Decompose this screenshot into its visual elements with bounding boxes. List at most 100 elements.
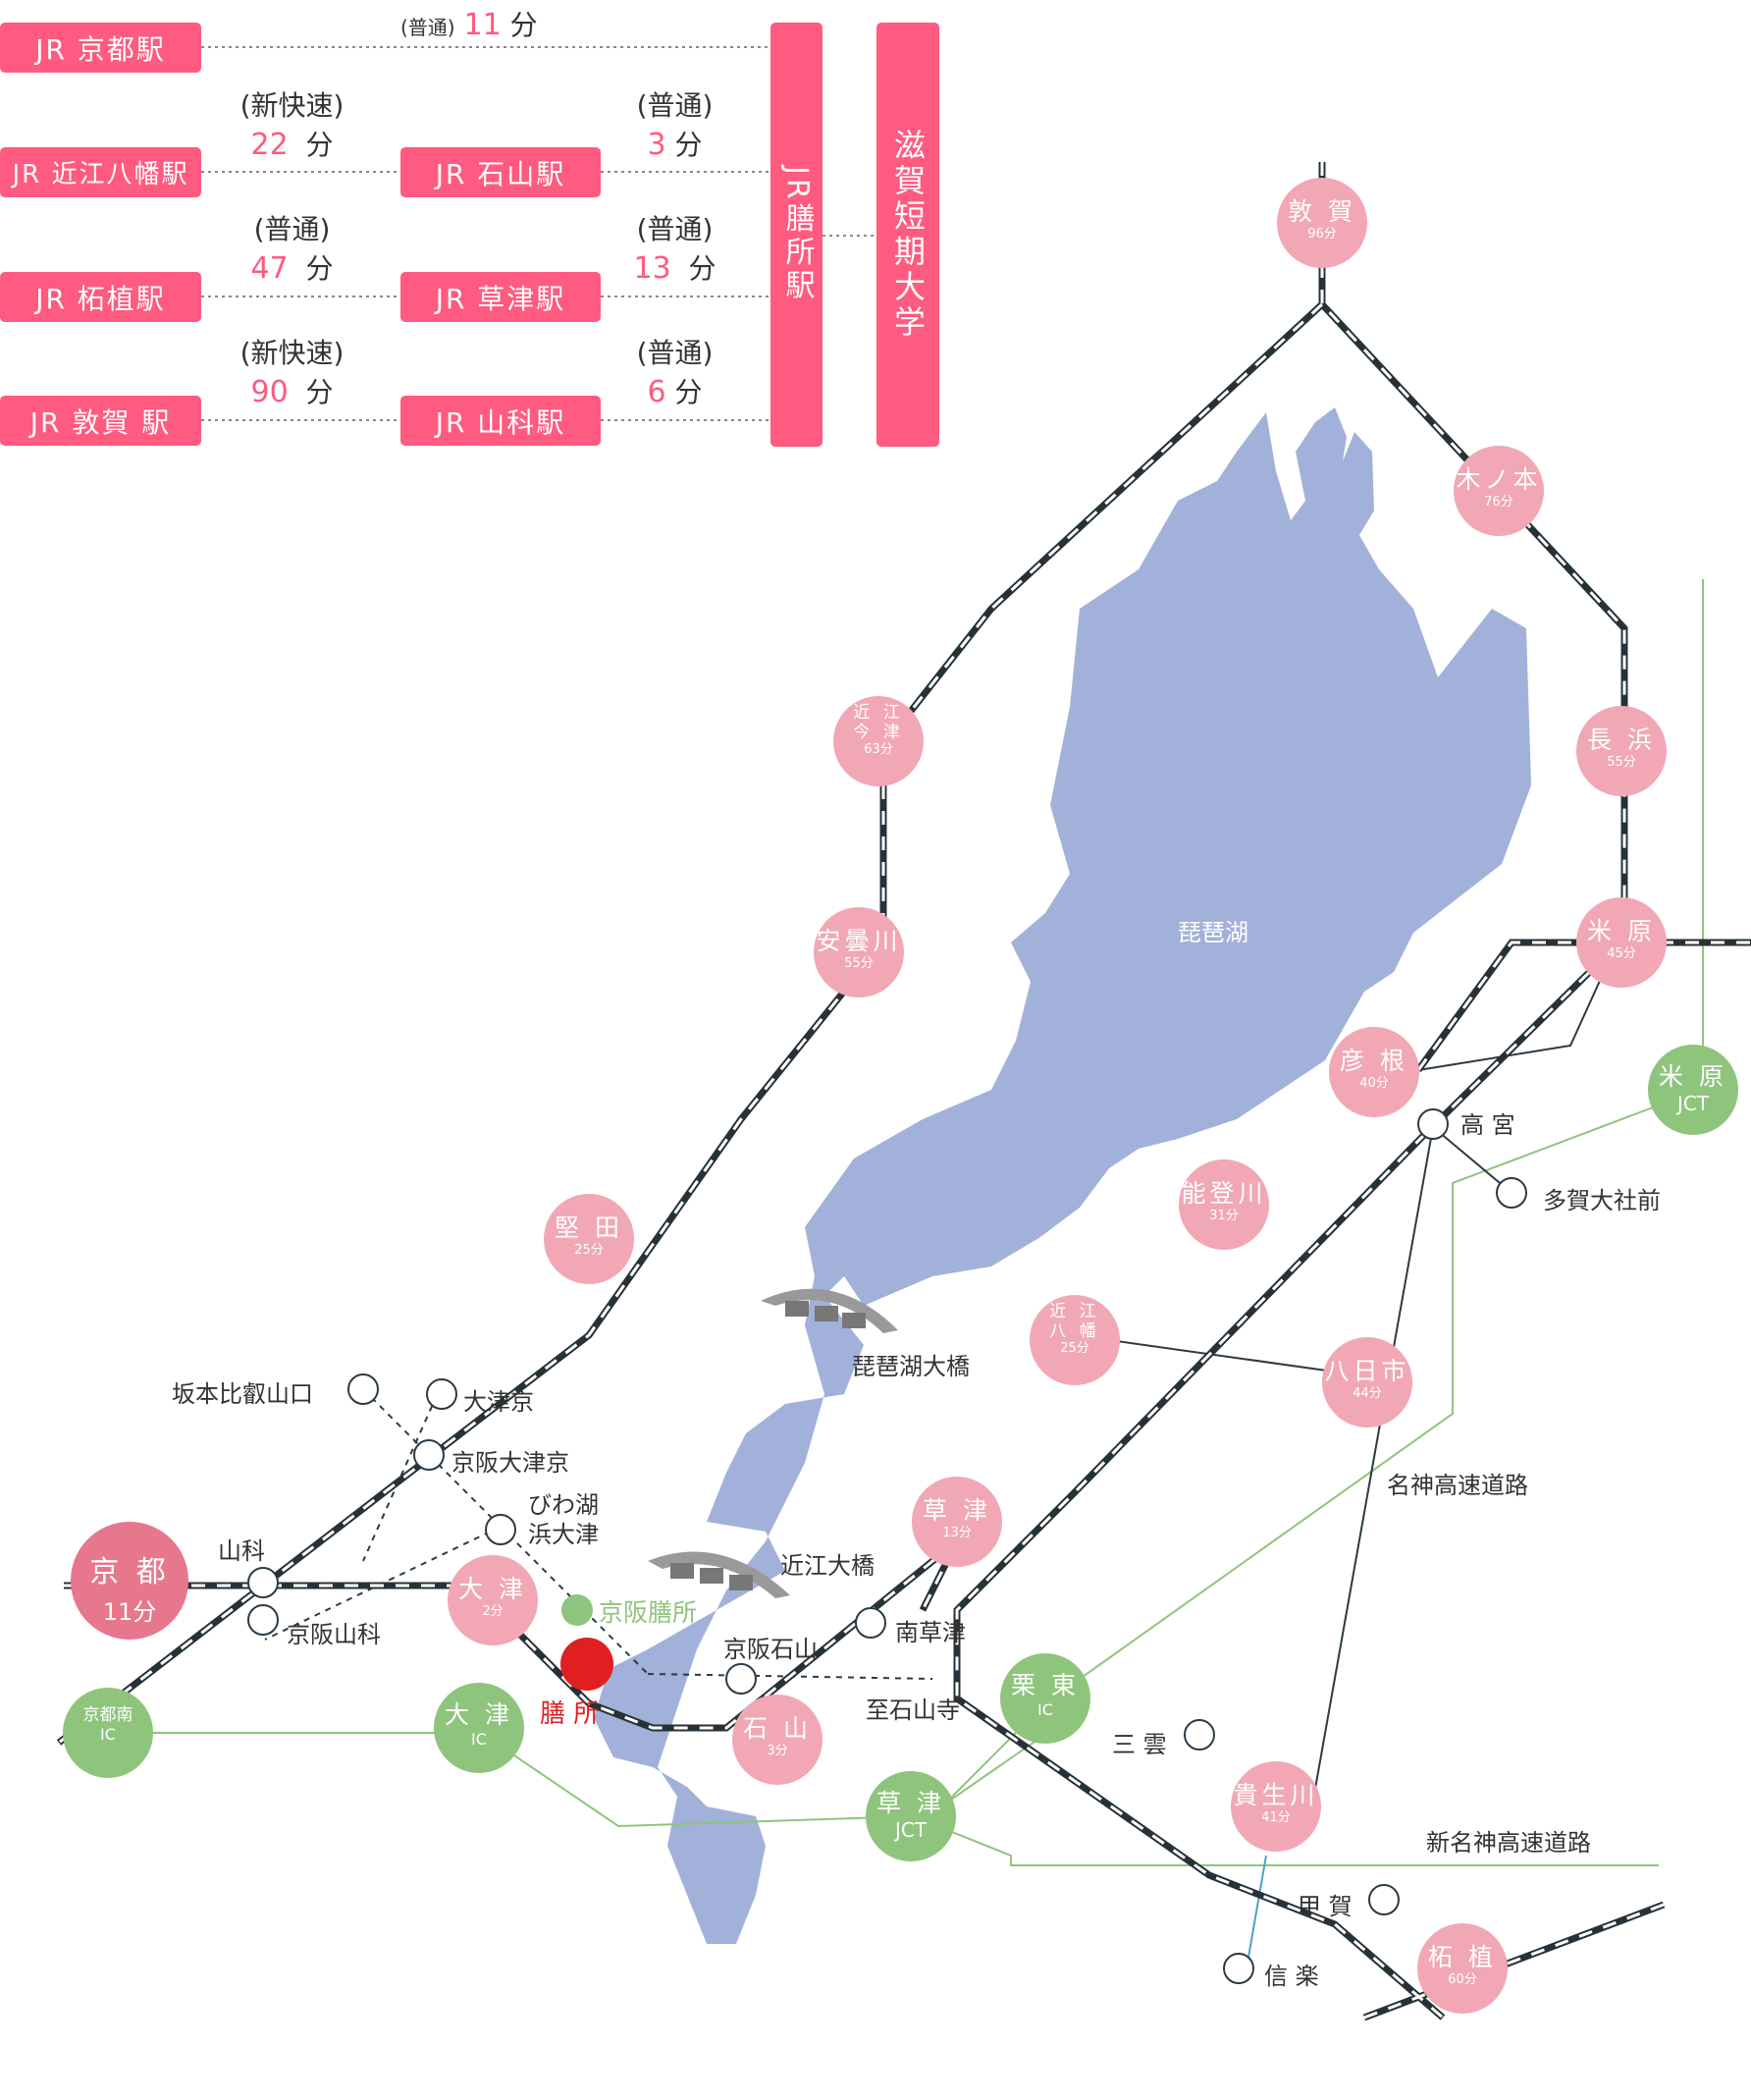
small-station-marker (1184, 1719, 1215, 1750)
small-station-shigaraki: 信 楽 (1264, 1963, 1319, 1990)
station-label-yokaichi: 八日市 44分 (1322, 1357, 1412, 1402)
station-label-hikone: 彦 根 40分 (1329, 1047, 1419, 1092)
time-tsuge: (普通) 47 分 (250, 213, 334, 286)
station-label-kusatsu: 草 津 13分 (912, 1496, 1002, 1541)
small-station-marker (426, 1378, 457, 1410)
highway-node-circle-ritto_ic (1000, 1653, 1090, 1744)
station-minutes: 3分 (767, 1744, 788, 1758)
small-station-marker (855, 1607, 886, 1639)
station-name: 大 津 (458, 1575, 527, 1603)
small-station-tagataisha: 多賀大社前 (1543, 1187, 1661, 1214)
station-minutes: 63分 (864, 742, 893, 758)
origin-omihachiman: JR 近江八幡駅 (0, 147, 201, 197)
station-circle-notogawa (1179, 1159, 1269, 1250)
jr-lines (56, 162, 1751, 2021)
biwako-ohashi-label: 琵琶湖大橋 (852, 1353, 970, 1380)
station-circle-maibara (1576, 897, 1667, 988)
small-station-marker (347, 1373, 379, 1405)
station-label-nagahama: 長 浜 55分 (1576, 726, 1667, 771)
station-label-kinomoto: 木ノ本 76分 (1454, 465, 1544, 511)
hub-zeze-station: JR膳所駅 (770, 23, 822, 447)
highway-node-circle-maibara_jct (1648, 1045, 1738, 1135)
highway-node-type: IC (100, 1725, 116, 1745)
small-station-marker (1496, 1177, 1527, 1209)
keihan-zeze-label: 京阪膳所 (599, 1598, 698, 1627)
header-dotted-lines (201, 46, 876, 421)
station-circle-yokaichi (1322, 1337, 1412, 1427)
zeze-station-marker (560, 1638, 613, 1691)
station-label-maibara: 米 原 45分 (1576, 917, 1667, 962)
highway-node-label-otsu_ic: 大 津 IC (434, 1700, 524, 1749)
biwako-ohashi-bridge (761, 1288, 898, 1333)
station-label-otsu: 大 津 2分 (448, 1575, 538, 1620)
highway-node-type: JCT (894, 1818, 928, 1842)
highway-lines (152, 579, 1704, 1866)
station-name: 近 江 八 幡 (1049, 1302, 1100, 1341)
station-circle-otsu (448, 1555, 538, 1645)
station-label-ishiyama: 石 山 3分 (732, 1714, 822, 1759)
station-minutes: 55分 (844, 956, 874, 971)
station-label-tsuge: 柘 植 60分 (1417, 1943, 1508, 1988)
station-label-kibukawa: 貴生川 41分 (1231, 1781, 1321, 1826)
station-minutes: 96分 (1307, 227, 1337, 242)
highway-node-name: 米 原 (1659, 1062, 1727, 1091)
station-name: 木ノ本 (1456, 465, 1542, 494)
station-circle-nagahama (1576, 706, 1667, 796)
station-minutes: 31分 (1209, 1209, 1239, 1223)
station-circle-kibukawa (1231, 1761, 1321, 1852)
destination-shiga-junior-college: 滋賀短期大学 (876, 23, 939, 447)
small-station-circles (247, 1108, 1527, 1984)
station-name: 石 山 (743, 1714, 812, 1743)
station-minutes: 40分 (1359, 1076, 1389, 1091)
time-kusatsu: (普通) 13 分 (633, 213, 716, 286)
highway-node-label-maibara_jct: 米 原 JCT (1648, 1062, 1738, 1115)
station-label-katata: 堅 田 25分 (544, 1213, 634, 1259)
small-station-keihan-otsukyo: 京阪大津京 (451, 1449, 569, 1477)
station-minutes: 2分 (482, 1604, 504, 1619)
keihan-zeze-marker (561, 1594, 593, 1626)
station-label-omihachiman: 近 江 八 幡 25分 (1030, 1302, 1120, 1357)
highway-node-circles (63, 1045, 1738, 1861)
small-station-marker (247, 1567, 279, 1598)
station-name: 能登川 (1181, 1179, 1267, 1208)
station-name: 貴生川 (1233, 1781, 1319, 1809)
station-name: 京 都 (89, 1555, 170, 1589)
highway-node-name: 京都南 (82, 1705, 133, 1725)
small-station-minamikusatsu: 南草津 (895, 1619, 966, 1646)
small-station-ishiyamadera: 至石山寺 (866, 1696, 960, 1724)
station-label-tsuruga: 敦 賀 96分 (1277, 197, 1367, 242)
small-station-keihan-yamashina: 京阪山科 (287, 1621, 381, 1648)
small-station-mikumo: 三 雲 (1112, 1731, 1167, 1758)
station-label-omiimazu: 近 江 今 津 63分 (833, 703, 924, 758)
highway-node-circle-kyotominami_ic (63, 1688, 153, 1778)
omi-ohashi-label: 近江大橋 (780, 1552, 875, 1580)
time-ishiyama: (普通) 3 分 (636, 89, 714, 162)
highway-node-circle-kusatsu_jct (866, 1771, 956, 1861)
omi-ohashi-bridge (648, 1551, 790, 1598)
station-label-notogawa: 能登川 31分 (1179, 1179, 1269, 1224)
station-label-kyoto: 京 都 11分 (71, 1555, 188, 1627)
meishin-expressway-label: 名神高速道路 (1387, 1472, 1528, 1499)
station-minutes: 13分 (942, 1526, 972, 1540)
station-circle-hikone (1329, 1027, 1419, 1117)
highway-node-label-kyotominami_ic: 京都南 IC (63, 1705, 153, 1745)
station-minutes: 60分 (1448, 1972, 1477, 1987)
station-minutes: 25分 (574, 1243, 604, 1258)
highway-node-name: 栗 東 (1011, 1671, 1080, 1699)
station-label-adogawa: 安曇川 55分 (814, 927, 904, 972)
station-minutes: 55分 (1607, 755, 1636, 770)
station-minutes: 41分 (1261, 1810, 1291, 1825)
time-kyoto: (普通) 11 分 (400, 8, 538, 42)
highway-node-name: 大 津 (445, 1700, 513, 1729)
station-circle-tsuge (1417, 1923, 1508, 2014)
highway-node-label-ritto_ic: 栗 東 IC (1000, 1671, 1090, 1719)
station-name: 米 原 (1587, 917, 1656, 945)
small-station-otsukyo: 大津京 (463, 1388, 534, 1416)
station-circle-omiimazu (833, 696, 924, 786)
origin-yamashina: JR 山科駅 (400, 396, 601, 446)
station-circle-adogawa (814, 907, 904, 997)
station-minutes: 25分 (1060, 1341, 1089, 1357)
highway-node-name: 草 津 (876, 1789, 945, 1817)
